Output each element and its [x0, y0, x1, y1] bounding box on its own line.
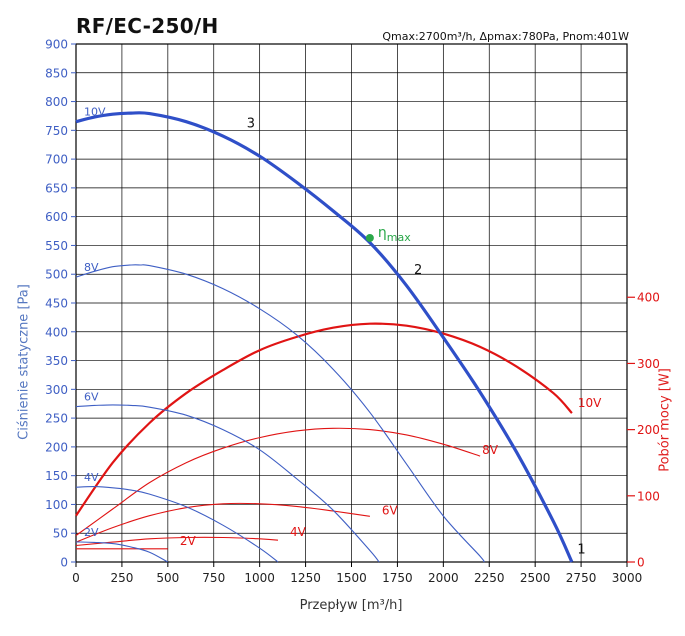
x-tick-label: 0: [72, 571, 80, 585]
y-right-tick-label: 200: [637, 423, 660, 437]
y-left-tick-label: 900: [45, 38, 68, 52]
chart-spec: Qmax:2700m³/h, Δpmax:780Pa, Pnom:401W: [382, 30, 629, 43]
x-tick-label: 1250: [290, 571, 321, 585]
x-tick-label: 2500: [520, 571, 551, 585]
y-left-tick-label: 400: [45, 325, 68, 339]
pressure-curve-label: 10V: [84, 106, 106, 119]
y-left-tick-label: 150: [45, 469, 68, 483]
pressure-curve-10V: [75, 111, 574, 563]
y-left-tick-label: 350: [45, 354, 68, 368]
power-curve-label: 10V: [578, 396, 602, 410]
series-layer: [75, 111, 574, 563]
y-left-tick-label: 800: [45, 95, 68, 109]
eta-subscript: max: [387, 231, 411, 244]
eta-max-label: ηmax: [378, 225, 411, 244]
tick-layer: 0 250 500 750 1000 1250 1500 1750 2000 2250 2500 27…: [45, 38, 660, 586]
curve-marker-2: 2: [414, 263, 422, 278]
power-curve-label: 4V: [290, 525, 307, 539]
y-left-tick-label: 850: [45, 66, 68, 80]
power-curve-6V: [75, 502, 370, 543]
y-axis-right-label: Pobór mocy [W]: [657, 368, 673, 472]
y-left-tick-label: 550: [45, 239, 68, 253]
x-tick-label: 3000: [612, 571, 643, 585]
y-left-tick-label: 200: [45, 440, 68, 454]
y-left-tick-label: 100: [45, 498, 68, 512]
power-curve-label: 6V: [382, 503, 399, 517]
pressure-curve-label: 2V: [84, 526, 99, 539]
y-axis-left-label: Ciśnienie statyczne [Pa]: [16, 284, 32, 440]
curve-marker-1: 1: [577, 542, 585, 557]
pressure-curve-2V: [75, 541, 169, 563]
y-left-tick-label: 0: [60, 556, 68, 570]
pressure-curve-label: 4V: [84, 471, 99, 484]
x-tick-label: 1500: [336, 571, 367, 585]
power-curve-label: 8V: [482, 443, 499, 457]
y-left-tick-label: 650: [45, 181, 68, 195]
y-left-tick-label: 450: [45, 297, 68, 311]
x-tick-label: 750: [202, 571, 225, 585]
eta-symbol: η: [378, 225, 387, 241]
y-right-tick-label: 400: [637, 291, 660, 305]
y-left-tick-label: 700: [45, 153, 68, 167]
x-tick-label: 500: [156, 571, 179, 585]
y-left-tick-label: 300: [45, 383, 68, 397]
x-tick-label: 2250: [474, 571, 505, 585]
eta-max-point: [365, 233, 374, 242]
label-layer: 10V 8V 6V 4V 2V 10V 8V 6V 4V 2V 3 2 1 ηmax: [84, 106, 602, 558]
curve-marker-3: 3: [247, 116, 255, 131]
x-axis-label: Przepływ [m³/h]: [299, 598, 403, 613]
y-left-tick-label: 500: [45, 268, 68, 282]
pressure-curve-label: 8V: [84, 261, 99, 274]
pressure-curve-4V: [75, 486, 279, 563]
pressure-curve-label: 6V: [84, 391, 99, 404]
x-tick-label: 250: [110, 571, 133, 585]
pressure-curve-8V: [75, 264, 485, 563]
x-tick-label: 1750: [382, 571, 413, 585]
x-tick-label: 1000: [244, 571, 275, 585]
y-right-tick-label: 100: [637, 489, 660, 503]
y-right-tick-label: 0: [637, 556, 645, 570]
power-curve-10V: [75, 322, 573, 517]
power-curve-8V: [75, 427, 481, 536]
y-left-tick-label: 250: [45, 412, 68, 426]
x-tick-label: 2750: [566, 571, 597, 585]
y-left-tick-label: 750: [45, 124, 68, 138]
y-left-tick-label: 50: [53, 527, 68, 541]
grid: [75, 43, 628, 563]
power-curve-label: 2V: [180, 534, 197, 548]
x-tick-label: 2000: [428, 571, 459, 585]
chart-title: RF/EC-250/H: [76, 14, 219, 38]
y-left-tick-label: 600: [45, 210, 68, 224]
y-right-tick-label: 300: [637, 357, 660, 371]
pressure-curve-6V: [75, 404, 380, 563]
power-curve-4V: [75, 536, 279, 547]
